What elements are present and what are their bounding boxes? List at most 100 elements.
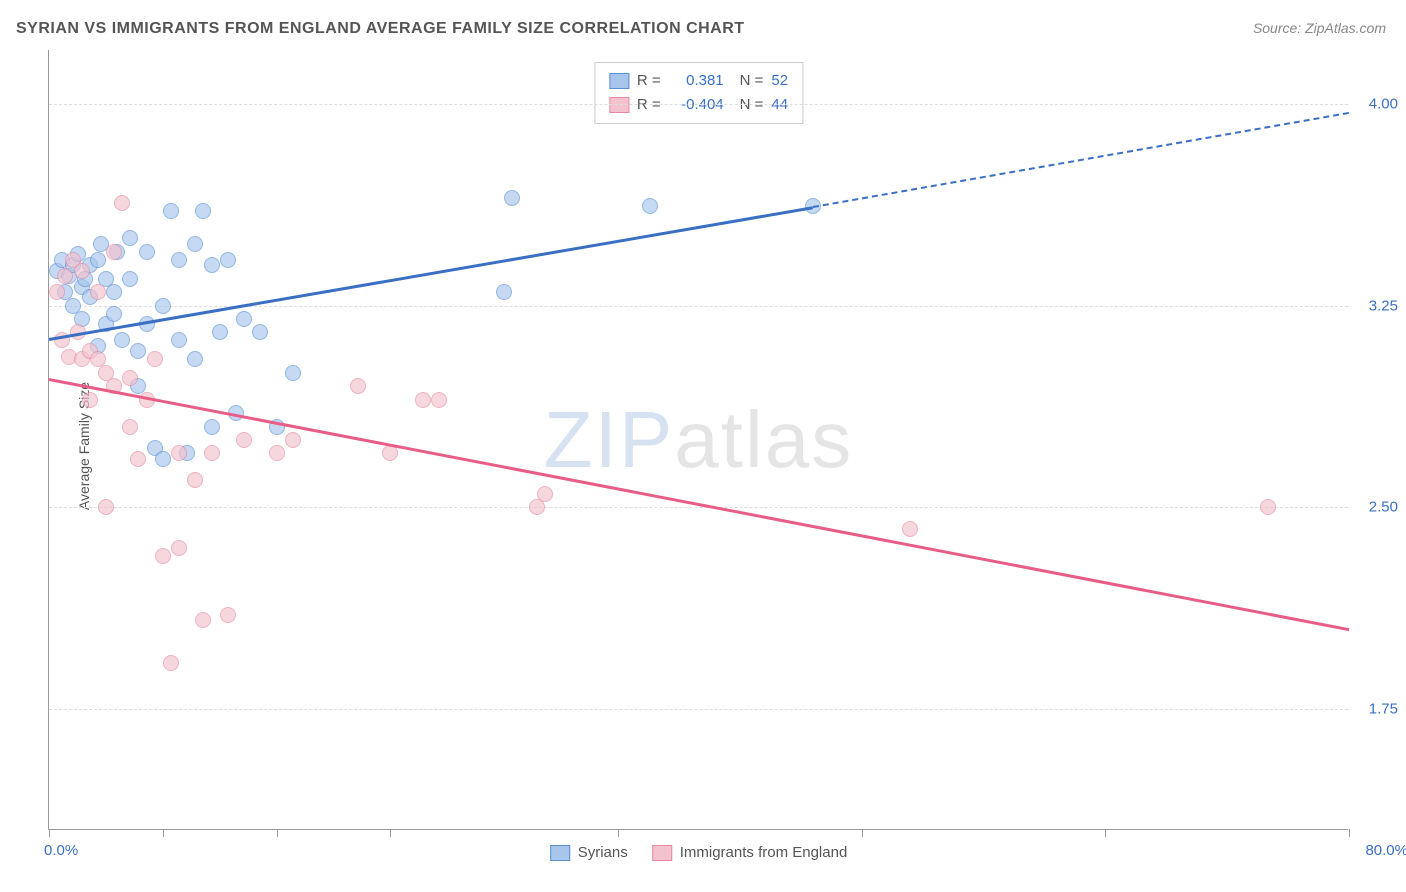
scatter-point [496,284,512,300]
legend-swatch [609,97,629,113]
scatter-point [431,392,447,408]
scatter-point [195,612,211,628]
scatter-point [130,451,146,467]
scatter-point [285,432,301,448]
scatter-point [98,499,114,515]
trendline [49,206,813,340]
scatter-point [122,271,138,287]
plot-area: ZIPatlas R =0.381N =52R =-0.404N =44 0.0… [48,50,1348,830]
scatter-point [285,365,301,381]
watermark-zip: ZIP [544,395,674,484]
x-tick [862,829,863,837]
scatter-point [171,445,187,461]
scatter-point [155,548,171,564]
scatter-point [139,244,155,260]
scatter-point [82,392,98,408]
x-axis-min-label: 0.0% [44,842,78,859]
scatter-point [171,540,187,556]
legend-correlation-row: R = 0.381 N = 52 [609,69,788,93]
scatter-point [1260,499,1276,515]
scatter-point [122,419,138,435]
y-tick-label: 3.25 [1369,297,1398,314]
scatter-point [195,203,211,219]
correlation-legend: R = 0.381 N = 52 R = -0.404 N = 44 [594,62,803,124]
gridline [49,104,1348,105]
scatter-point [163,203,179,219]
n-label: N = [740,69,764,93]
scatter-point [114,195,130,211]
r-value: 0.381 [669,69,724,93]
scatter-point [252,324,268,340]
scatter-point [171,332,187,348]
legend-series-label: Immigrants from England [680,844,848,861]
scatter-point [220,607,236,623]
scatter-point [269,445,285,461]
x-tick [1349,829,1350,837]
chart-title: SYRIAN VS IMMIGRANTS FROM ENGLAND AVERAG… [16,20,745,38]
watermark: ZIPatlas [544,394,853,486]
scatter-point [382,445,398,461]
scatter-point [204,419,220,435]
scatter-point [220,252,236,268]
legend-series-label: Syrians [578,844,628,861]
x-tick [277,829,278,837]
scatter-point [114,332,130,348]
x-tick [163,829,164,837]
x-axis-max-label: 80.0% [1365,842,1406,859]
scatter-point [90,284,106,300]
r-value: -0.404 [669,93,724,117]
legend-correlation-row: R = -0.404 N = 44 [609,93,788,117]
scatter-point [106,284,122,300]
series-legend: Syrians Immigrants from England [550,844,848,861]
legend-swatch [609,73,629,89]
scatter-point [49,284,65,300]
r-label: R = [637,93,661,117]
x-tick [1105,829,1106,837]
scatter-point [537,486,553,502]
scatter-point [106,244,122,260]
scatter-point [187,351,203,367]
scatter-point [122,370,138,386]
scatter-point [130,343,146,359]
x-tick [618,829,619,837]
scatter-point [90,252,106,268]
scatter-point [504,190,520,206]
scatter-point [187,472,203,488]
scatter-point [212,324,228,340]
scatter-point [106,306,122,322]
gridline [49,507,1348,508]
scatter-point [415,392,431,408]
legend-series-item: Immigrants from England [652,844,848,861]
n-value: 44 [771,93,788,117]
legend-swatch [652,845,672,861]
scatter-point [147,351,163,367]
y-tick-label: 2.50 [1369,499,1398,516]
n-value: 52 [771,69,788,93]
scatter-point [642,198,658,214]
chart-source: Source: ZipAtlas.com [1253,20,1386,36]
watermark-atlas: atlas [674,395,853,484]
chart-container: SYRIAN VS IMMIGRANTS FROM ENGLAND AVERAG… [0,0,1406,892]
x-tick [49,829,50,837]
scatter-point [187,236,203,252]
r-label: R = [637,69,661,93]
scatter-point [204,445,220,461]
scatter-point [155,298,171,314]
y-tick-label: 1.75 [1369,700,1398,717]
scatter-point [204,257,220,273]
n-label: N = [740,93,764,117]
scatter-point [74,263,90,279]
gridline [49,709,1348,710]
scatter-point [163,655,179,671]
scatter-point [171,252,187,268]
x-tick [390,829,391,837]
scatter-point [902,521,918,537]
scatter-point [236,311,252,327]
legend-swatch [550,845,570,861]
scatter-point [122,230,138,246]
scatter-point [155,451,171,467]
y-tick-label: 4.00 [1369,95,1398,112]
scatter-point [236,432,252,448]
trendline-extrapolated [813,112,1350,208]
legend-series-item: Syrians [550,844,628,861]
